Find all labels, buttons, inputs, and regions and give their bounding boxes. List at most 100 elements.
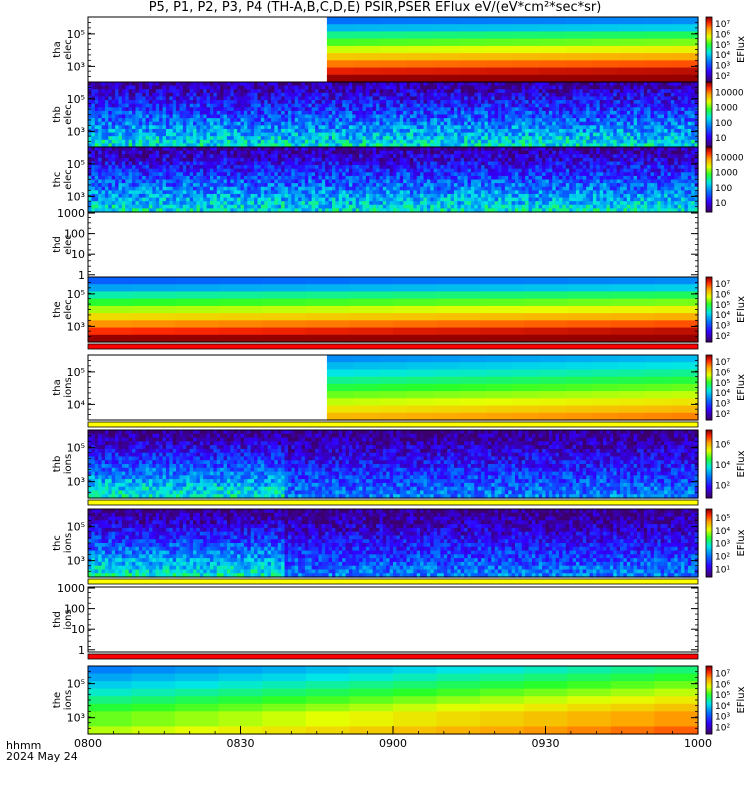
spectrogram-cell bbox=[539, 39, 566, 47]
spectrogram-cell bbox=[539, 31, 566, 39]
spectrogram-cell bbox=[671, 75, 698, 83]
spectrogram-cell bbox=[592, 53, 619, 61]
spectrogram-cell bbox=[512, 24, 539, 32]
spectrogram-cell bbox=[512, 60, 539, 68]
spectrogram-cell bbox=[539, 68, 566, 76]
spectrogram-cell bbox=[565, 68, 592, 76]
spectrogram-cell bbox=[565, 24, 592, 32]
spectrogram-cell bbox=[380, 46, 407, 54]
spectrogram-cell bbox=[671, 53, 698, 61]
spectrogram-cell bbox=[671, 60, 698, 68]
spectrogram-cell bbox=[433, 17, 460, 25]
y-tick-label: 10³ bbox=[67, 125, 85, 138]
spectrogram-cell bbox=[565, 46, 592, 54]
spectrogram-cell bbox=[645, 60, 672, 68]
spectrogram-cell bbox=[380, 75, 407, 83]
spectrogram-cell bbox=[380, 53, 407, 61]
spectrogram-cell bbox=[671, 17, 698, 25]
spectrogram-cell bbox=[565, 60, 592, 68]
spectrogram-cell bbox=[512, 46, 539, 54]
spectrogram-cell bbox=[486, 39, 513, 47]
spectrogram-cell bbox=[592, 75, 619, 83]
spectrogram-cell bbox=[353, 68, 380, 76]
spectrogram-cell bbox=[353, 75, 380, 83]
spectrogram-cell bbox=[592, 17, 619, 25]
spectrogram-cell bbox=[645, 53, 672, 61]
spectrogram-cell bbox=[486, 24, 513, 32]
spectrogram-cell bbox=[406, 39, 433, 47]
colorbar-tick-label: 10⁵ bbox=[715, 41, 730, 51]
spectrogram-cell bbox=[406, 31, 433, 39]
spectrogram-cell bbox=[618, 75, 645, 83]
colorbar-tick-label: 10² bbox=[715, 72, 730, 82]
spectrogram-cell bbox=[512, 39, 539, 47]
spectrogram-cell bbox=[592, 46, 619, 54]
spectrogram-cell bbox=[486, 17, 513, 25]
spectrogram-cell bbox=[592, 31, 619, 39]
spectrogram-cell bbox=[327, 39, 354, 47]
y-tick-label: 10⁵ bbox=[67, 93, 85, 106]
spectrogram-cell bbox=[327, 31, 354, 39]
spectrogram-cell bbox=[406, 75, 433, 83]
spectrogram-cell bbox=[512, 17, 539, 25]
colorbar-tick-label: 10⁴ bbox=[715, 51, 730, 61]
y-axis-label: elec bbox=[63, 104, 74, 125]
spectrogram-cell bbox=[327, 24, 354, 32]
spectrogram-cell bbox=[645, 75, 672, 83]
spectrogram-cell bbox=[645, 46, 672, 54]
spectrogram-cell bbox=[327, 75, 354, 83]
spectrogram-cell bbox=[353, 17, 380, 25]
spectrogram-cell bbox=[459, 46, 486, 54]
colorbar-tick-label: 10000 bbox=[715, 89, 744, 99]
spectrogram-cell bbox=[459, 17, 486, 25]
spectrogram-cell bbox=[486, 46, 513, 54]
spectrogram-cell bbox=[539, 17, 566, 25]
spectrogram-cell bbox=[459, 39, 486, 47]
spectrogram-cell bbox=[618, 60, 645, 68]
spectrogram-cell bbox=[592, 24, 619, 32]
y-tick-label: 10⁵ bbox=[67, 28, 85, 41]
spectrogram-cell bbox=[406, 68, 433, 76]
spectrogram-cell bbox=[380, 31, 407, 39]
spectrogram-cell bbox=[512, 31, 539, 39]
spectrogram-cell bbox=[327, 68, 354, 76]
spectrogram-cell bbox=[353, 46, 380, 54]
spectrogram-cell bbox=[433, 53, 460, 61]
spectrogram-cell bbox=[512, 53, 539, 61]
spectrogram-cell bbox=[459, 24, 486, 32]
spectrogram-cell bbox=[671, 31, 698, 39]
spectrogram-cell bbox=[486, 75, 513, 83]
spectrogram-cell bbox=[618, 31, 645, 39]
spectrogram-cell bbox=[671, 39, 698, 47]
spectrogram-cell bbox=[353, 31, 380, 39]
spectrogram-cell bbox=[592, 60, 619, 68]
colorbar-tick-label: 100 bbox=[715, 119, 732, 129]
spectrogram-cell bbox=[380, 68, 407, 76]
spectrogram-cell bbox=[645, 17, 672, 25]
colorbar-tick-label: 1000 bbox=[715, 104, 738, 114]
spectrogram-cell bbox=[618, 24, 645, 32]
colorbar-tick-label: 10⁶ bbox=[715, 31, 730, 41]
colorbar-label: EFlux bbox=[736, 36, 747, 63]
spectrogram-cell bbox=[486, 31, 513, 39]
spectrogram-cell bbox=[433, 24, 460, 32]
spectrogram-cell bbox=[353, 53, 380, 61]
y-axis-label: elec bbox=[63, 39, 74, 60]
spectrogram-cell bbox=[539, 46, 566, 54]
spectrogram-cell bbox=[406, 17, 433, 25]
y-tick-label: 10³ bbox=[67, 60, 85, 73]
spectrogram-cell bbox=[592, 68, 619, 76]
spectrogram-cell bbox=[671, 24, 698, 32]
spectrogram-cell bbox=[380, 39, 407, 47]
spectrogram-cell bbox=[353, 24, 380, 32]
spectrogram-cell bbox=[380, 24, 407, 32]
spectrogram-cell bbox=[539, 53, 566, 61]
colorbar-tick-label: 10 bbox=[715, 134, 727, 144]
spectrogram-cell bbox=[406, 24, 433, 32]
spectrogram-cell bbox=[353, 60, 380, 68]
spectrogram-cell bbox=[512, 68, 539, 76]
spectrogram-cell bbox=[486, 68, 513, 76]
spectrogram-cell bbox=[618, 46, 645, 54]
spectrogram-cell bbox=[565, 53, 592, 61]
